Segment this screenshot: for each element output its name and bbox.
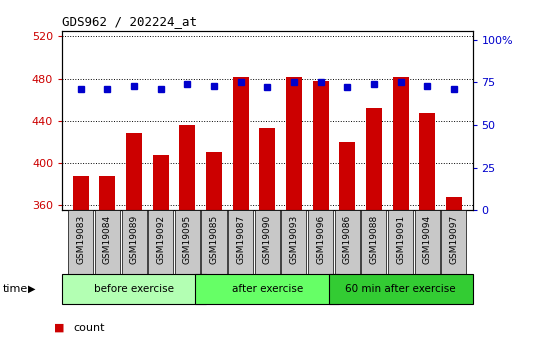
Bar: [286, 78, 302, 210]
Bar: [233, 78, 248, 210]
Bar: [195, 274, 339, 304]
Text: GSM19085: GSM19085: [210, 215, 219, 264]
Text: GSM19086: GSM19086: [343, 215, 352, 264]
Bar: [329, 274, 472, 304]
Bar: [281, 210, 307, 274]
Bar: [68, 210, 93, 274]
Bar: [179, 125, 195, 210]
Bar: [419, 114, 435, 210]
Text: GSM19089: GSM19089: [130, 215, 139, 264]
Bar: [175, 210, 200, 274]
Text: GSM19090: GSM19090: [263, 215, 272, 264]
Bar: [95, 210, 120, 274]
Bar: [393, 78, 409, 210]
Bar: [255, 210, 280, 274]
Text: ▶: ▶: [28, 284, 36, 294]
Text: GSM19083: GSM19083: [76, 215, 85, 264]
Text: GSM19087: GSM19087: [236, 215, 245, 264]
Bar: [335, 210, 360, 274]
Text: GSM19095: GSM19095: [183, 215, 192, 264]
Text: ■: ■: [54, 323, 64, 333]
Text: GSM19084: GSM19084: [103, 215, 112, 264]
Bar: [361, 210, 387, 274]
Text: GSM19091: GSM19091: [396, 215, 405, 264]
Text: GSM19092: GSM19092: [156, 215, 165, 264]
Text: time: time: [3, 284, 28, 294]
Text: GSM19088: GSM19088: [369, 215, 379, 264]
Text: GSM19094: GSM19094: [423, 215, 431, 264]
Bar: [228, 210, 253, 274]
Text: count: count: [73, 323, 104, 333]
Text: GSM19093: GSM19093: [289, 215, 299, 264]
Bar: [148, 210, 173, 274]
Bar: [441, 210, 467, 274]
Bar: [122, 210, 146, 274]
Bar: [446, 197, 462, 210]
Bar: [201, 210, 226, 274]
Bar: [415, 210, 440, 274]
Text: GSM19096: GSM19096: [316, 215, 325, 264]
Text: GDS962 / 202224_at: GDS962 / 202224_at: [62, 16, 197, 29]
Text: 60 min after exercise: 60 min after exercise: [345, 284, 456, 294]
Bar: [313, 81, 329, 210]
Text: after exercise: after exercise: [232, 284, 303, 294]
Bar: [259, 128, 275, 210]
Bar: [308, 210, 333, 274]
Text: GSM19097: GSM19097: [449, 215, 458, 264]
Text: before exercise: before exercise: [94, 284, 174, 294]
Bar: [73, 176, 89, 210]
Bar: [339, 142, 355, 210]
Bar: [99, 176, 116, 210]
Bar: [366, 108, 382, 210]
Bar: [62, 274, 206, 304]
Bar: [206, 152, 222, 210]
Bar: [388, 210, 413, 274]
Bar: [153, 155, 168, 210]
Bar: [126, 134, 142, 210]
